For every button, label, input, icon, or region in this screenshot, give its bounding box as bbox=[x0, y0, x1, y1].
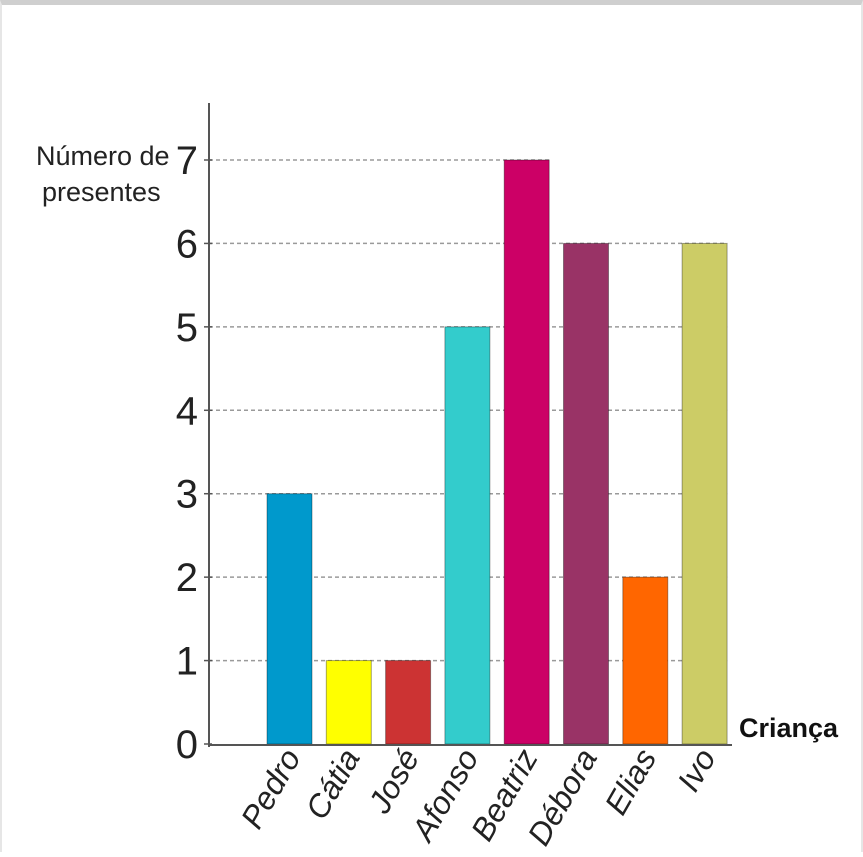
bar-cátia bbox=[325, 660, 372, 745]
bars bbox=[266, 159, 728, 745]
bar-ivo bbox=[681, 242, 728, 745]
bar-josé bbox=[385, 660, 432, 745]
y-tick-label: 1 bbox=[176, 640, 198, 684]
y-tick-label: 6 bbox=[176, 222, 198, 266]
y-tick-label: 3 bbox=[176, 473, 198, 517]
y-tick-label: 5 bbox=[176, 306, 198, 350]
category-label: Ivo bbox=[670, 743, 723, 798]
category-label: Cátia bbox=[298, 743, 367, 826]
bar-pedro bbox=[266, 493, 313, 745]
y-tick-label: 2 bbox=[176, 556, 198, 600]
bar-débora bbox=[563, 242, 609, 745]
y-ticks: 0 1 2 3 4 5 6 7 bbox=[176, 139, 212, 767]
y-tick-label: 7 bbox=[176, 139, 198, 183]
category-label: Pedro bbox=[234, 743, 308, 835]
y-axis-label-line-1: Número de bbox=[36, 141, 170, 171]
x-axis-label: Criança bbox=[739, 713, 839, 743]
bar-elias bbox=[622, 576, 669, 745]
y-axis-label-line-2: presentes bbox=[42, 177, 161, 207]
y-tick-label: 0 bbox=[176, 723, 198, 767]
bar-afonso bbox=[444, 326, 491, 745]
bar-beatriz bbox=[503, 159, 550, 745]
bar-chart: 0 1 2 3 4 5 6 7 PedroCátiaJoséAfonsoBeatrizDébo… bbox=[36, 103, 839, 852]
category-label: Elias bbox=[598, 743, 664, 821]
y-tick-label: 4 bbox=[176, 389, 198, 433]
